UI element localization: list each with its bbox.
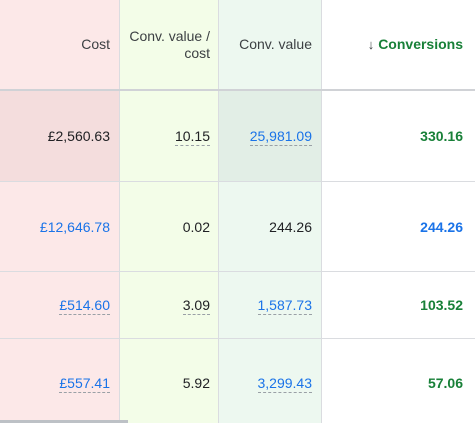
header-divider	[0, 89, 475, 91]
row-1-cost-highlight	[0, 91, 120, 181]
column-header-conversions[interactable]: ↓ Conversions	[322, 0, 463, 89]
row-1-conv-value-highlight	[219, 91, 322, 181]
row-divider	[0, 338, 475, 339]
row-3-conv-value[interactable]: 1,587.73	[257, 297, 312, 315]
column-divider	[119, 0, 120, 423]
conversions-column-bg	[322, 0, 475, 423]
row-1-cost: £2,560.63	[47, 128, 110, 144]
column-header-cost[interactable]: Cost	[0, 0, 110, 89]
horizontal-scrollbar[interactable]	[0, 420, 128, 423]
row-4-cost[interactable]: £557.41	[59, 375, 110, 393]
row-1-conv-value[interactable]: 25,981.09	[249, 128, 312, 146]
column-header-conv-value-label: Conv. value	[239, 36, 312, 52]
row-3-conversions: 103.52	[420, 297, 463, 313]
row-2-conversions: 244.26	[420, 219, 463, 235]
column-header-conv-value[interactable]: Conv. value	[219, 0, 312, 89]
arrow-down-icon: ↓	[367, 37, 375, 52]
column-header-cost-label: Cost	[81, 36, 110, 52]
row-3-conv-value-per-cost[interactable]: 3.09	[182, 297, 210, 315]
row-2-conv-value: 244.26	[269, 219, 312, 235]
row-divider	[0, 271, 475, 272]
column-header-conv-value-per-cost-label: Conv. value / cost	[129, 27, 210, 61]
column-header-conversions-label: Conversions	[378, 36, 463, 52]
conv-value-column-bg	[219, 0, 322, 423]
row-2-conv-value-per-cost: 0.02	[182, 219, 210, 235]
row-4-conversions: 57.06	[427, 375, 463, 391]
row-1-conv-value-per-cost[interactable]: 10.15	[174, 128, 210, 146]
row-2-cost[interactable]: £12,646.78	[39, 219, 110, 235]
row-divider	[0, 181, 475, 182]
column-divider	[218, 0, 219, 423]
row-1-conversions: 330.16	[420, 128, 463, 144]
row-4-conv-value-per-cost: 5.92	[182, 375, 210, 391]
conv-value-per-cost-column-bg	[120, 0, 219, 423]
row-3-cost[interactable]: £514.60	[59, 297, 110, 315]
column-divider	[321, 0, 322, 423]
column-header-conv-value-per-cost[interactable]: Conv. value / cost	[120, 0, 210, 89]
cost-column-bg	[0, 0, 120, 423]
row-4-conv-value[interactable]: 3,299.43	[257, 375, 312, 393]
